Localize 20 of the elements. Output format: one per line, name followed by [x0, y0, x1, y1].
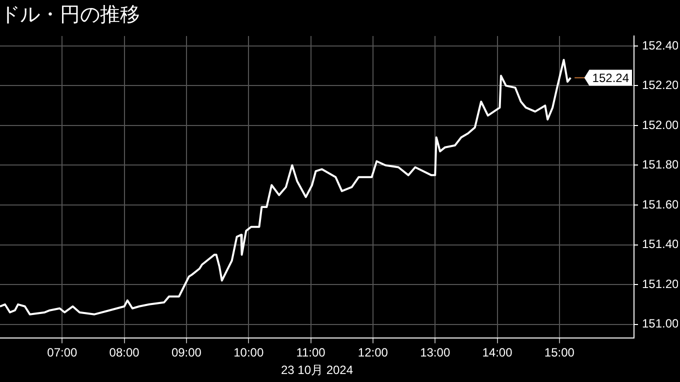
x-tick-label: 10:00	[234, 346, 264, 360]
x-tick-label: 13:00	[420, 346, 450, 360]
x-tick-label: 08:00	[109, 346, 140, 360]
y-tick-label: 151.80	[642, 158, 680, 172]
x-axis-title: 23 10月 2024	[280, 363, 354, 378]
y-tick-label: 151.20	[642, 276, 680, 291]
y-tick-label: 151.00	[642, 316, 680, 331]
y-tick-label: 151.40	[642, 237, 680, 252]
ref-line-label: 152.24	[592, 71, 630, 86]
x-tick-label: 11:00	[296, 346, 326, 360]
x-tick-label: 09:00	[171, 346, 202, 360]
x-tick-label: 12:00	[358, 346, 388, 360]
x-tick-label: 07:00	[47, 346, 78, 360]
y-tick-label: 152.20	[642, 78, 680, 92]
y-tick-label: 151.60	[642, 197, 680, 212]
x-tick-label: 15:00	[544, 346, 575, 360]
y-tick-label: 152.40	[642, 38, 680, 52]
chart-title: ドル・円の推移	[0, 2, 140, 26]
x-tick-label: 14:00	[482, 346, 513, 360]
y-tick-label: 152.00	[642, 118, 680, 132]
